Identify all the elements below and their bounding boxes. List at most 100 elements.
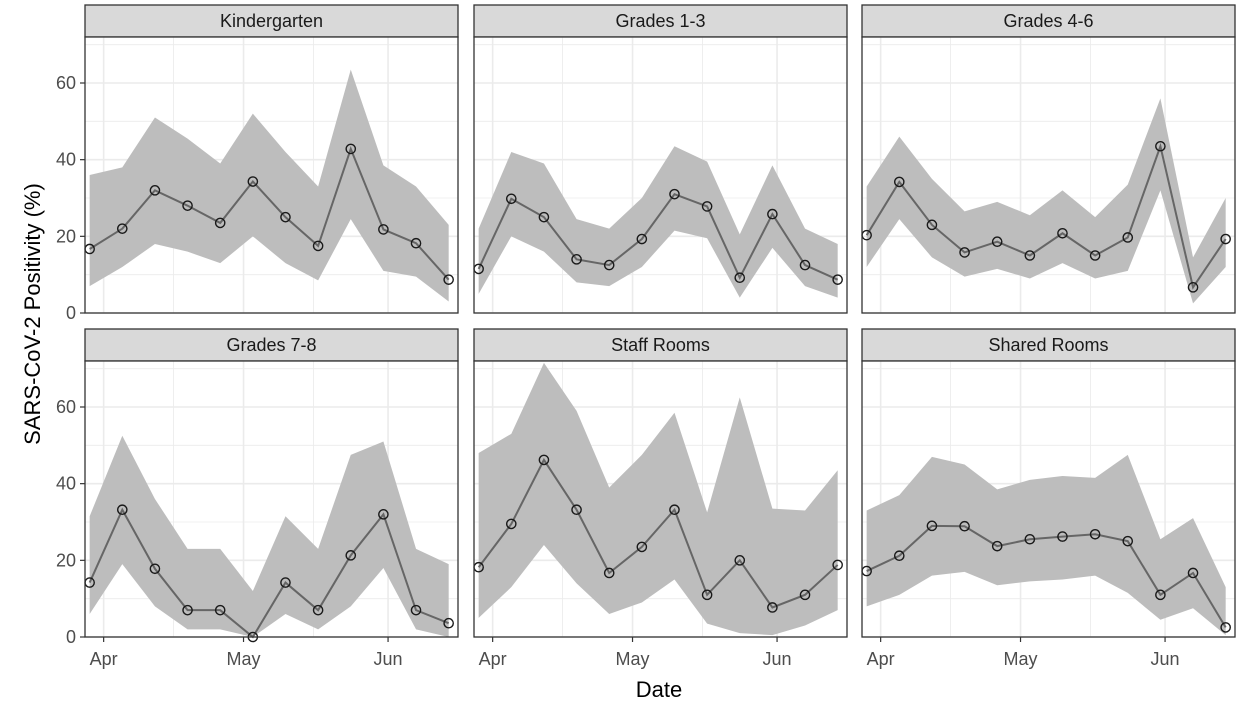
y-axis-title: SARS-CoV-2 Positivity (%) <box>20 183 45 445</box>
series-line <box>477 457 839 609</box>
data-point <box>1155 140 1166 152</box>
data-point <box>247 176 259 187</box>
data-point <box>1187 282 1199 293</box>
data-point <box>1089 250 1101 261</box>
data-point <box>926 520 938 532</box>
facet-strip <box>473 4 848 38</box>
series-line <box>477 192 839 281</box>
data-point <box>117 504 128 516</box>
data-point <box>991 540 1003 552</box>
series-line <box>89 146 450 281</box>
data-point <box>571 504 582 516</box>
data-point <box>1057 531 1068 542</box>
data-point <box>894 550 905 562</box>
data-point <box>1122 232 1134 243</box>
data-point <box>636 541 648 553</box>
data-point <box>538 454 550 466</box>
data-point <box>636 233 648 245</box>
y-tick-label: 60 <box>56 397 76 417</box>
data-point <box>959 520 970 532</box>
y-tick-label: 40 <box>56 150 76 170</box>
confidence-ribbon <box>866 454 1226 636</box>
panel-border <box>84 360 459 638</box>
data-point <box>767 208 778 220</box>
data-point <box>571 254 582 265</box>
facet-strip <box>473 328 848 362</box>
data-point <box>894 176 905 188</box>
data-point <box>182 200 193 211</box>
data-point <box>280 577 291 588</box>
facet-title: Shared Rooms <box>988 335 1108 355</box>
facet-panel: Grades 4-6 <box>861 4 1236 314</box>
x-axis-title: Date <box>636 677 682 702</box>
data-point <box>1155 589 1166 601</box>
confidence-ribbon <box>89 435 449 637</box>
panel-border <box>84 36 459 314</box>
y-tick-label: 60 <box>56 73 76 93</box>
data-point <box>182 604 193 616</box>
x-tick-label: Jun <box>1151 649 1180 669</box>
data-point <box>1089 528 1101 540</box>
y-tick-label: 40 <box>56 474 76 494</box>
data-point <box>538 211 550 223</box>
data-point <box>799 259 811 271</box>
data-point <box>345 550 357 561</box>
data-point <box>926 219 938 231</box>
data-point <box>410 237 422 249</box>
confidence-ribbon <box>89 69 449 302</box>
facet-panel: Grades 7-8 <box>84 328 459 643</box>
data-point <box>443 274 454 285</box>
x-tick-label: Jun <box>763 649 792 669</box>
facet-title: Staff Rooms <box>611 335 710 355</box>
data-point <box>767 602 778 613</box>
series-line <box>88 507 450 639</box>
data-point <box>832 274 843 285</box>
facet-title: Kindergarten <box>220 11 323 31</box>
data-point <box>345 143 357 155</box>
data-point <box>117 223 128 234</box>
data-point <box>378 224 389 235</box>
facet-title: Grades 4-6 <box>1003 11 1093 31</box>
data-point <box>312 604 324 616</box>
data-point <box>149 185 161 196</box>
panel-border <box>473 36 848 314</box>
data-point <box>214 217 226 229</box>
series-line <box>865 142 1227 290</box>
panel-border <box>861 360 1236 638</box>
x-tick-label: Apr <box>90 649 118 669</box>
panel-border <box>473 360 848 638</box>
x-tick-label: Apr <box>479 649 507 669</box>
data-point <box>214 604 226 616</box>
data-point <box>991 236 1003 247</box>
data-point <box>280 211 291 223</box>
data-point <box>669 188 680 200</box>
data-point <box>443 617 454 629</box>
y-tick-label: 20 <box>56 550 76 570</box>
data-point <box>832 559 843 571</box>
panels-layer: Kindergarten Grades 1-3 Grades 4-6 Grades 7… <box>84 4 1236 643</box>
facet-title: Grades 1-3 <box>615 11 705 31</box>
data-point <box>1220 622 1231 633</box>
data-point <box>378 509 389 520</box>
confidence-ribbon <box>478 362 838 636</box>
panel-border <box>861 36 1236 314</box>
data-point <box>1220 233 1231 245</box>
data-point <box>1187 567 1199 579</box>
data-point <box>734 272 746 284</box>
facet-panel: Shared Rooms <box>861 328 1236 638</box>
data-point <box>1024 250 1036 261</box>
data-point <box>603 259 615 271</box>
data-point <box>701 589 713 601</box>
x-tick-label: May <box>1004 649 1038 669</box>
data-point <box>505 193 517 205</box>
x-axes-layer: Apr May Jun Apr May Jun Apr May Jun <box>90 637 1180 669</box>
facet-strip <box>84 4 459 38</box>
data-point <box>312 240 324 252</box>
data-point <box>734 555 746 566</box>
data-point <box>701 201 713 212</box>
data-point <box>959 247 970 258</box>
facet-title: Grades 7-8 <box>226 335 316 355</box>
x-tick-label: Jun <box>374 649 403 669</box>
data-point <box>505 518 517 530</box>
